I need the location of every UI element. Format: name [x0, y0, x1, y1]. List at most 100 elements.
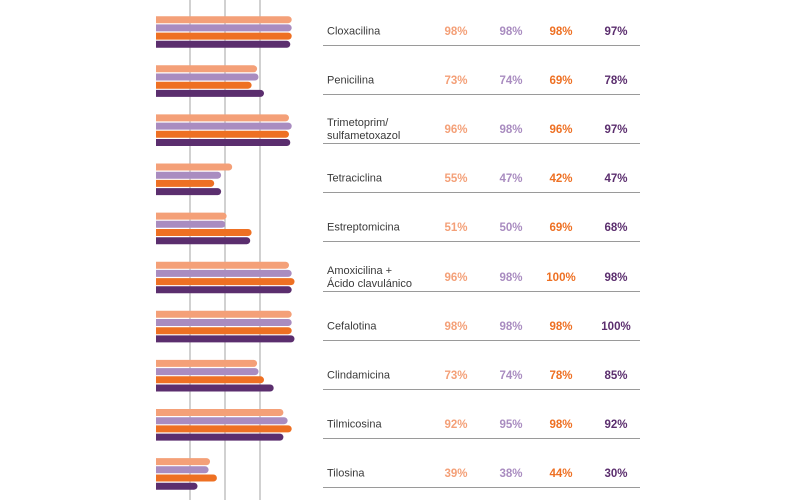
value-label: 47% — [499, 173, 523, 186]
row-divider — [323, 94, 640, 96]
bar-1 — [150, 212, 227, 220]
bar-3 — [150, 327, 292, 335]
row-divider — [323, 388, 640, 390]
row-label: Cloxacilina — [327, 25, 381, 38]
bar-4 — [150, 89, 264, 97]
bar-3 — [150, 229, 252, 236]
bar-1 — [150, 65, 258, 73]
value-label: 92% — [604, 418, 628, 431]
value-label: 98% — [499, 320, 523, 333]
bar-4 — [150, 384, 274, 392]
bar-2 — [150, 417, 288, 425]
row-divider — [323, 339, 640, 341]
bar-4 — [150, 433, 284, 441]
value-label: 96% — [444, 124, 468, 137]
row-divider — [323, 143, 640, 145]
value-label: 74% — [499, 75, 523, 88]
row-divider — [323, 486, 640, 488]
value-label: 68% — [604, 222, 628, 235]
bar-1 — [150, 163, 233, 171]
row-label: Tilmicosina — [327, 418, 382, 431]
bar-4 — [150, 286, 292, 294]
bar-3 — [150, 130, 289, 138]
value-label: 98% — [444, 320, 468, 333]
value-label: 55% — [444, 173, 468, 186]
row-divider — [323, 241, 640, 243]
value-label: 78% — [604, 75, 628, 88]
row-label: Trimetoprim/ sulfametoxazol — [327, 117, 401, 143]
value-label: 44% — [549, 467, 573, 480]
bar-3 — [150, 474, 217, 482]
value-label: 100% — [601, 320, 631, 333]
bar-3 — [150, 425, 292, 433]
value-label: 100% — [546, 271, 576, 284]
bar-2 — [150, 466, 209, 474]
value-label: 98% — [549, 418, 573, 431]
value-label: 78% — [549, 369, 573, 382]
value-label: 51% — [444, 222, 468, 235]
bar-2 — [150, 368, 259, 376]
bar-3 — [150, 376, 264, 384]
bar-4 — [150, 237, 251, 245]
bar-2 — [150, 220, 226, 228]
bar-1 — [150, 261, 289, 269]
row-label: Estreptomicina — [327, 221, 400, 234]
bar-1 — [150, 310, 292, 318]
bar-2 — [150, 24, 292, 32]
value-label: 42% — [549, 173, 573, 186]
bar-1 — [150, 458, 210, 466]
value-label: 98% — [549, 26, 573, 38]
row-label: Tilosina — [327, 467, 365, 480]
bar-1 — [150, 359, 258, 367]
value-label: 73% — [444, 75, 468, 88]
value-label: 98% — [499, 26, 523, 38]
bar-2 — [150, 171, 222, 179]
bar-2 — [150, 73, 259, 81]
value-label: 98% — [549, 320, 573, 333]
value-label: 74% — [499, 369, 523, 382]
value-label: 97% — [604, 124, 628, 137]
bar-2 — [150, 319, 292, 326]
value-label: 47% — [604, 173, 628, 186]
bar-2 — [150, 122, 292, 130]
value-label: 85% — [604, 369, 628, 382]
bar-1 — [150, 16, 292, 24]
row-label: Amoxicilina + Ácido clavulánico — [327, 264, 412, 290]
value-label: 92% — [444, 418, 468, 431]
row-divider — [323, 192, 640, 194]
row-label: Cefalotina — [327, 320, 377, 333]
value-label: 98% — [604, 271, 628, 284]
bar-3 — [150, 81, 252, 89]
row-label: Clindamicina — [327, 369, 390, 382]
bar-1 — [150, 409, 284, 416]
value-label: 96% — [444, 271, 468, 284]
bar-3 — [150, 179, 215, 187]
bar-3 — [150, 278, 295, 286]
value-label: 98% — [499, 124, 523, 137]
value-label: 69% — [549, 75, 573, 88]
value-label: 69% — [549, 222, 573, 235]
bar-4 — [150, 188, 222, 196]
value-label: 96% — [549, 124, 573, 137]
value-label: 30% — [604, 467, 628, 480]
row-divider — [323, 437, 640, 439]
bar-4 — [150, 335, 295, 343]
value-label: 95% — [499, 418, 523, 431]
value-label: 98% — [499, 271, 523, 284]
row-label: Tetraciclina — [327, 172, 383, 185]
value-label: 50% — [499, 222, 523, 235]
row-label: Penicilina — [327, 74, 375, 87]
value-label: 98% — [444, 26, 468, 38]
bar-2 — [150, 269, 292, 277]
value-label: 97% — [604, 26, 628, 38]
bar-1 — [150, 114, 289, 122]
bar-4 — [150, 482, 198, 490]
bar-4 — [150, 40, 291, 48]
row-divider — [323, 290, 640, 292]
bar-3 — [150, 32, 292, 40]
row-divider — [323, 45, 640, 46]
bar-origin-mask — [148, 0, 156, 500]
bar-4 — [150, 139, 291, 146]
value-label: 73% — [444, 369, 468, 382]
